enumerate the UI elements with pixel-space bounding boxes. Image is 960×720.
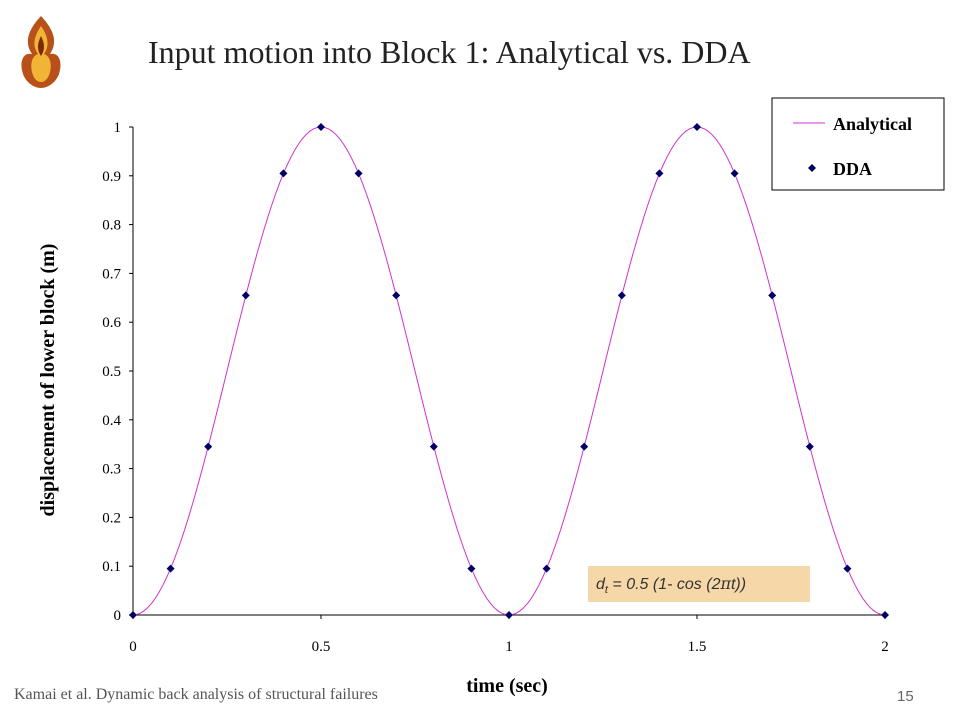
series-line-analytical — [132, 126, 886, 616]
dda-marker — [768, 291, 777, 300]
dda-marker — [730, 169, 739, 178]
y-axis-label: displacement of lower block (m) — [37, 244, 59, 517]
dda-marker — [317, 123, 325, 131]
formula-prefix: d — [596, 576, 605, 593]
legend-box — [771, 97, 945, 191]
slide-title: Input motion into Block 1: Analytical vs… — [148, 34, 751, 70]
x-tick-label: 1 — [505, 639, 513, 655]
y-tick-label: 0.7 — [102, 266, 121, 282]
x-axis-label: time (sec) — [466, 675, 548, 697]
dda-markers — [129, 123, 889, 619]
axes — [132, 127, 885, 616]
formula-subscript: t — [604, 584, 608, 597]
dda-marker — [467, 564, 476, 573]
y-tick-label: 0.2 — [102, 510, 121, 526]
dda-marker — [655, 169, 664, 178]
dda-marker — [354, 169, 363, 178]
slide-number: 15 — [897, 688, 914, 705]
y-tick-label: 0.6 — [102, 315, 121, 331]
flame-logo-icon — [21, 16, 61, 88]
dda-marker — [505, 611, 513, 619]
dda-marker — [693, 123, 701, 131]
y-tick-label: 0.3 — [102, 462, 121, 478]
legend-marker-dda — [808, 164, 816, 172]
y-tick-label: 0.8 — [102, 218, 121, 234]
dda-marker — [580, 442, 589, 451]
y-tick-label: 0 — [114, 608, 122, 624]
dda-marker — [843, 564, 852, 573]
dda-marker — [204, 442, 213, 451]
x-tick-label: 0 — [129, 639, 137, 655]
dda-marker — [881, 611, 889, 619]
x-tick-label: 1.5 — [688, 639, 707, 655]
y-tick-label: 0.4 — [102, 413, 121, 429]
dda-marker — [166, 564, 175, 573]
dda-marker — [617, 291, 626, 300]
dda-marker — [241, 291, 250, 300]
x-tick-label: 0.5 — [312, 639, 331, 655]
formula-pi: π — [720, 574, 731, 593]
dda-marker — [392, 291, 401, 300]
formula-post-pi: t)) — [730, 576, 747, 593]
x-tick-label: 2 — [881, 639, 889, 655]
y-tick-label: 0.9 — [102, 169, 121, 185]
legend: Analytical DDA — [771, 97, 945, 191]
legend-label-dda: DDA — [833, 159, 872, 179]
y-tick-label: 0.1 — [102, 559, 121, 575]
dda-marker — [279, 169, 288, 178]
footer-credit: Kamai et al. Dynamic back analysis of st… — [14, 686, 378, 703]
dda-marker — [429, 442, 438, 451]
legend-label-analytical: Analytical — [833, 114, 912, 134]
formula-pre-pi: = 0.5 (1- cos (2 — [607, 576, 721, 593]
dda-marker — [129, 611, 137, 619]
dda-marker — [542, 564, 551, 573]
y-tick-label: 0.5 — [102, 364, 121, 380]
y-tick-label: 1 — [114, 120, 122, 136]
formula-box: dt = 0.5 (1- cos (2πt)) — [588, 566, 810, 602]
tick-labels: 0 0.1 0.2 0.3 0.4 0.5 0.6 0.7 0.8 0.9 1 0 0.5 1 1.5 2 — [102, 120, 889, 655]
dda-marker — [805, 442, 814, 451]
